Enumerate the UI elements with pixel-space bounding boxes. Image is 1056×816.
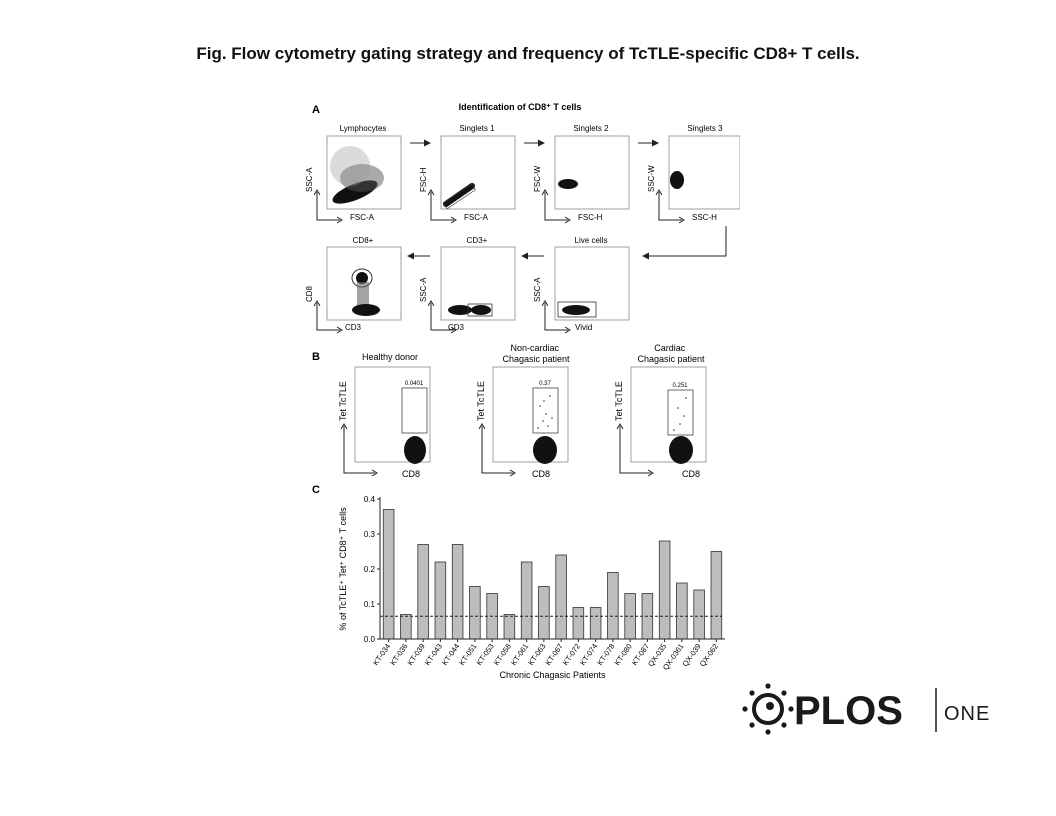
gate-cd3: CD3+ CD3 SSC-A (419, 236, 516, 334)
svg-text:SSC-W: SSC-W (647, 165, 656, 192)
gate-lymphocytes: Lymphocytes FSC-A SSC-A (305, 124, 402, 224)
svg-text:Tet TcTLE: Tet TcTLE (338, 381, 348, 421)
plos-emblem-icon (742, 683, 794, 735)
gate-singlets-1: Singlets 1 FSC-A FSC-H (419, 124, 516, 224)
bar-chart: 0.00.10.20.30.4 KT-034KT-036KT-039KT-043… (338, 495, 725, 680)
tet-plot-title: Non-cardiac Chagasic patient (502, 343, 570, 364)
plos-brand-text: PLOS (794, 689, 903, 733)
svg-text:FSC-A: FSC-A (464, 213, 489, 222)
tet-plot-cardiac: Cardiac Chagasic patient 0.251 CD8 Tet T… (614, 343, 707, 479)
tet-plot-title: Cardiac Chagasic patient (637, 343, 705, 364)
svg-text:CD8: CD8 (402, 469, 420, 479)
svg-text:Singlets 3: Singlets 3 (687, 124, 723, 133)
bar-kt-061 (520, 561, 533, 640)
figure-title: Fig. Flow cytometry gating strategy and … (196, 44, 860, 63)
bar-kt-044 (451, 544, 464, 640)
gate-singlets-3: Singlets 3 SSC-H SSC-W (647, 124, 741, 224)
panel-a-letter: A (312, 104, 320, 116)
bar-kt-074 (589, 607, 602, 640)
svg-text:SSC-H: SSC-H (692, 213, 717, 222)
panel-a-heading: Identification of CD8⁺ T cells (459, 102, 582, 112)
gate-title: Lymphocytes (340, 124, 387, 133)
plos-one-text: ONE (944, 703, 990, 725)
svg-text:CD8+: CD8+ (353, 236, 374, 245)
svg-text:Tet TcTLE: Tet TcTLE (476, 381, 486, 421)
svg-text:FSC-H: FSC-H (419, 167, 428, 192)
bar-kt-078 (607, 572, 619, 640)
bar-kt-067 (555, 554, 567, 640)
y-tick-label: 0.0 (364, 635, 376, 644)
svg-text:0.37: 0.37 (539, 381, 551, 387)
svg-text:CD3+: CD3+ (467, 236, 488, 245)
y-axis-label: % of TcTLE⁺ Tet⁺ CD8⁺ T cells (338, 507, 348, 631)
scatter-dots (537, 395, 553, 429)
svg-text:CD3: CD3 (345, 323, 362, 332)
scatter-dots (673, 397, 687, 431)
svg-text:SSC-A: SSC-A (533, 277, 542, 302)
svg-text:Vivid: Vivid (575, 323, 592, 332)
panel-b-letter: B (312, 351, 320, 363)
panel-c-letter: C (312, 484, 320, 496)
bar-qx-039 (693, 589, 705, 640)
svg-text:Live cells: Live cells (575, 236, 608, 245)
bar-kt-043 (434, 561, 447, 640)
tet-plot-non-cardiac: Non-cardiac Chagasic patient 0.37 CD8 Te… (476, 343, 570, 479)
x-axis-label: Chronic Chagasic Patients (499, 670, 606, 680)
tet-frequency: 0.0401 (405, 381, 424, 387)
gate-singlets-2: Singlets 2 FSC-H FSC-W (533, 124, 630, 224)
svg-text:CD3: CD3 (448, 323, 465, 332)
bar-kt-034 (382, 509, 395, 640)
bar-qx-0361 (676, 582, 688, 640)
svg-text:CD8: CD8 (682, 469, 700, 479)
tet-plot-healthy-donor: Healthy donor 0.0401 CD8 Tet TcTLE (338, 352, 431, 479)
bar-kt-063 (538, 586, 550, 640)
flow-arrow (642, 226, 727, 260)
gate-live-cells: Live cells Vivid SSC-A (533, 236, 630, 334)
svg-text:FSC-W: FSC-W (533, 165, 542, 192)
svg-text:Tet TcTLE: Tet TcTLE (614, 381, 624, 421)
bar-qx-035 (658, 540, 671, 640)
svg-text:SSC-A: SSC-A (419, 277, 428, 302)
bar-kt-051 (469, 586, 481, 640)
svg-text:Singlets 2: Singlets 2 (573, 124, 609, 133)
bar-qx-062 (710, 551, 723, 640)
svg-text:Singlets 1: Singlets 1 (459, 124, 495, 133)
y-tick-label: 0.1 (364, 600, 376, 609)
y-tick-label: 0.4 (364, 495, 376, 504)
bar-kt-072 (572, 607, 585, 640)
svg-text:CD8: CD8 (305, 285, 314, 302)
tet-plot-title: Healthy donor (362, 352, 418, 362)
plos-one-logo: PLOS ONE (742, 683, 990, 735)
y-tick-label: 0.2 (364, 565, 376, 574)
axis-arrows (316, 192, 340, 221)
figure-canvas: A Identification of CD8⁺ T cells Lymphoc… (305, 102, 741, 680)
svg-text:CD8: CD8 (532, 469, 550, 479)
bar-kt-036 (400, 614, 412, 640)
y-tick-label: 0.3 (364, 530, 376, 539)
figure: A Identification of CD8⁺ T cells Lymphoc… (300, 96, 741, 696)
svg-text:FSC-A: FSC-A (350, 213, 375, 222)
gate-cd8: CD8+ CD3 CD8 (305, 236, 402, 334)
svg-text:SSC-A: SSC-A (305, 167, 314, 192)
x-tick-label: QX-062 (698, 642, 720, 668)
svg-text:FSC-H: FSC-H (578, 213, 603, 222)
bar-kt-039 (417, 544, 429, 640)
svg-text:0.251: 0.251 (672, 383, 688, 389)
bar-kt-058 (503, 614, 516, 640)
